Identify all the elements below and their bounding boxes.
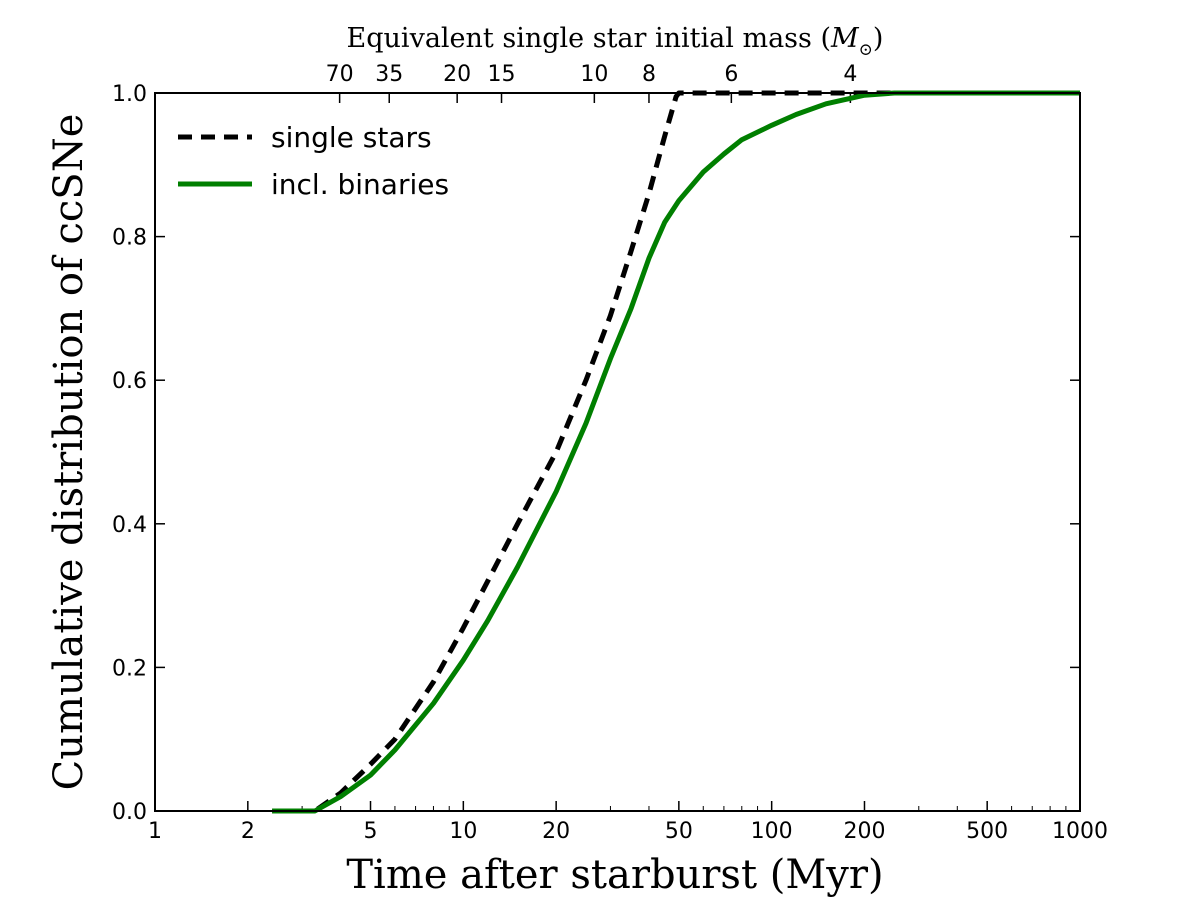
- x-tick-label: 50: [665, 819, 693, 844]
- top-tick-label: 6: [724, 62, 738, 87]
- top-axis-title-text: Equivalent single star initial mass (: [347, 23, 831, 54]
- top-axis-title-close: ): [873, 23, 884, 54]
- y-tick-label: 0.0: [112, 800, 147, 825]
- x-tick-label: 200: [843, 819, 885, 844]
- legend-label-single-stars: single stars: [271, 121, 432, 154]
- y-tick-label: 0.6: [112, 369, 147, 394]
- x-tick-label: 1: [148, 819, 162, 844]
- y-tick-label: 0.8: [112, 226, 147, 251]
- top-tick-label: 20: [443, 62, 471, 87]
- top-axis-title: Equivalent single star initial mass (M⊙): [347, 23, 884, 60]
- x-axis-title: Time after starburst (Myr): [346, 852, 883, 898]
- x-tick-label: 1000: [1052, 819, 1108, 844]
- top-axis-title-subscript: ⊙: [859, 40, 873, 60]
- y-axis-title: Cumulative distribution of ccSNe: [46, 114, 92, 791]
- top-axis-title-symbol: M: [830, 23, 860, 54]
- legend-label-incl-binaries: incl. binaries: [271, 168, 449, 201]
- top-tick-label: 10: [580, 62, 608, 87]
- x-tick-label: 5: [364, 819, 378, 844]
- x-tick-label: 500: [966, 819, 1008, 844]
- top-tick-label: 8: [642, 62, 656, 87]
- x-tick-label: 2: [241, 819, 255, 844]
- top-tick-label: 4: [843, 62, 857, 87]
- y-tick-label: 0.2: [112, 656, 147, 681]
- x-tick-label: 20: [542, 819, 570, 844]
- y-tick-label: 0.4: [112, 513, 147, 538]
- series-line-incl-binaries: [272, 90, 1080, 814]
- top-tick-label: 15: [488, 62, 516, 87]
- tick-labels: 1 2 5 10 20 50 100 200 500 1000 0.0 0.2 0.4 0.6 0.8 1.0…: [112, 62, 1108, 844]
- top-tick-label: 70: [326, 62, 354, 87]
- legend: single stars incl. binaries: [178, 121, 449, 201]
- x-tick-label: 10: [449, 819, 477, 844]
- top-tick-label: 35: [375, 62, 403, 87]
- y-tick-label: 1.0: [112, 82, 147, 107]
- plot-frame: [154, 92, 1081, 812]
- x-tick-label: 100: [751, 819, 793, 844]
